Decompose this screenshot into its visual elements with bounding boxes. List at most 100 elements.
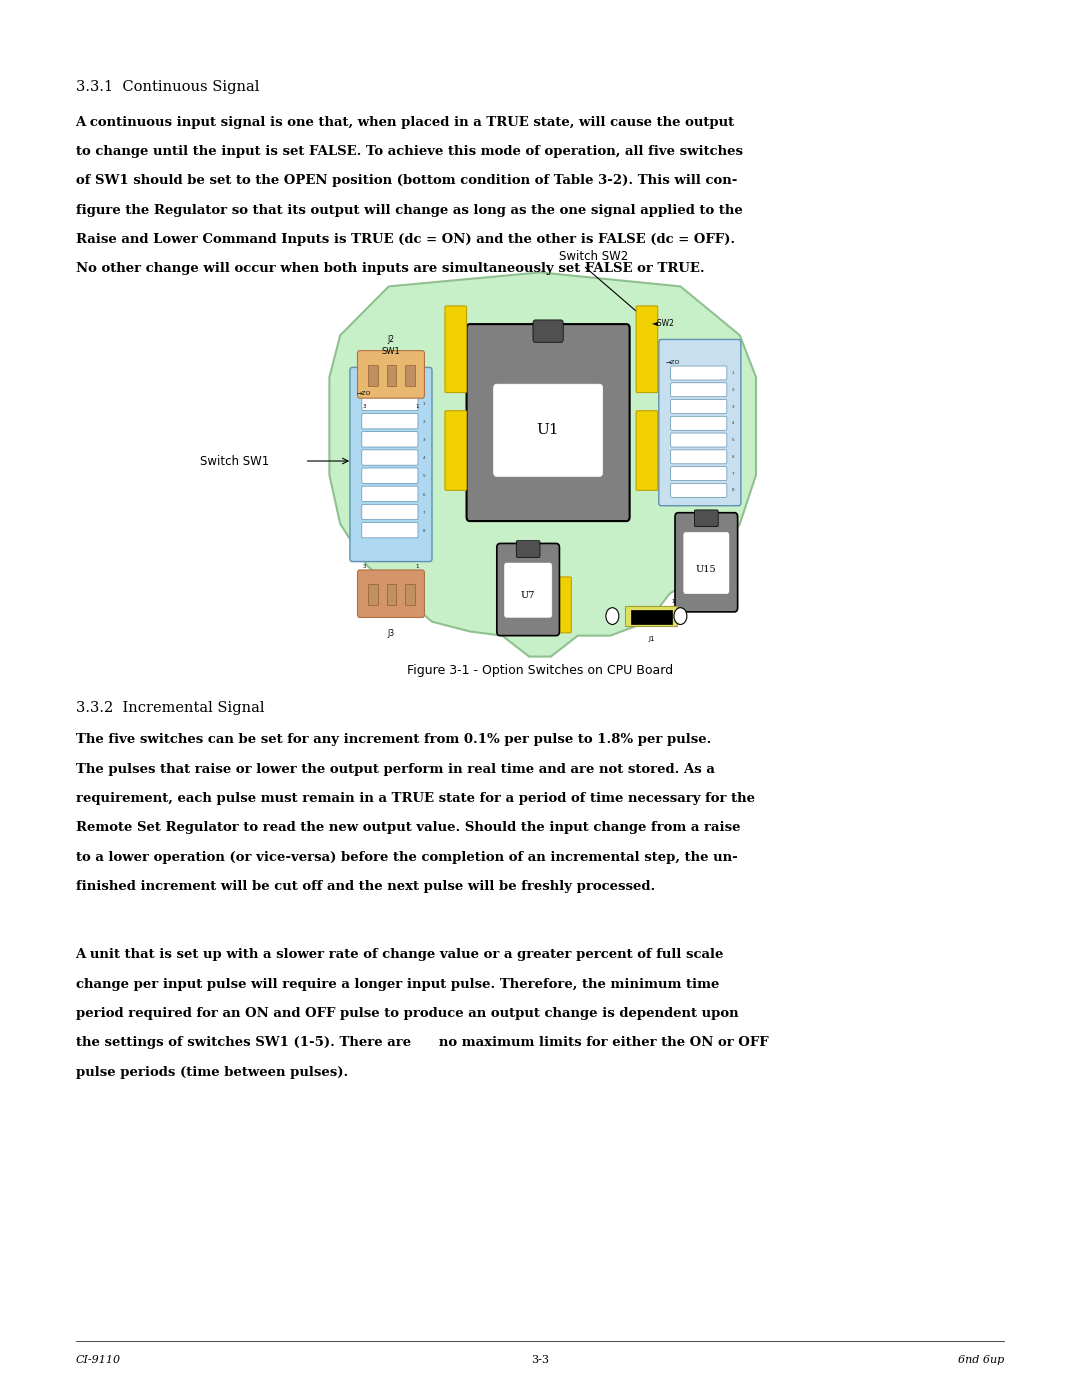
Text: U1: U1 <box>537 422 559 437</box>
FancyBboxPatch shape <box>516 541 540 557</box>
Text: 4: 4 <box>732 422 734 425</box>
Text: 1: 1 <box>732 372 734 374</box>
Text: 1: 1 <box>416 404 419 409</box>
FancyBboxPatch shape <box>504 563 552 617</box>
Text: →ZO: →ZO <box>665 360 679 366</box>
Text: 8: 8 <box>732 489 734 492</box>
FancyBboxPatch shape <box>362 432 418 447</box>
Text: 1: 1 <box>423 402 426 405</box>
Text: 2: 2 <box>732 388 734 391</box>
Text: 2: 2 <box>423 420 426 423</box>
FancyBboxPatch shape <box>357 351 424 398</box>
Bar <box>405 584 415 605</box>
Text: CI-9110: CI-9110 <box>76 1355 121 1365</box>
Bar <box>387 365 396 386</box>
Text: the settings of switches SW1 (1-5). There are      no maximum limits for either : the settings of switches SW1 (1-5). Ther… <box>76 1037 768 1049</box>
FancyBboxPatch shape <box>550 577 571 633</box>
Polygon shape <box>329 272 756 657</box>
Text: 5: 5 <box>732 439 734 441</box>
Text: U7: U7 <box>521 591 536 599</box>
Text: 3: 3 <box>363 404 366 409</box>
Text: change per input pulse will require a longer input pulse. Therefore, the minimum: change per input pulse will require a lo… <box>76 978 719 990</box>
Text: The pulses that raise or lower the output perform in real time and are not store: The pulses that raise or lower the outpu… <box>76 763 715 775</box>
FancyBboxPatch shape <box>362 486 418 502</box>
Text: finished increment will be cut off and the next pulse will be freshly processed.: finished increment will be cut off and t… <box>76 880 654 893</box>
Text: 1: 1 <box>672 598 675 604</box>
FancyBboxPatch shape <box>636 306 658 393</box>
FancyBboxPatch shape <box>671 433 727 447</box>
Bar <box>368 584 378 605</box>
Text: The five switches can be set for any increment from 0.1% per pulse to 1.8% per p: The five switches can be set for any inc… <box>76 733 711 746</box>
Text: J2: J2 <box>388 335 394 344</box>
FancyBboxPatch shape <box>671 366 727 380</box>
FancyBboxPatch shape <box>362 450 418 465</box>
Text: 6nd 6up: 6nd 6up <box>958 1355 1004 1365</box>
FancyBboxPatch shape <box>445 411 467 490</box>
Text: period required for an ON and OFF pulse to produce an output change is dependent: period required for an ON and OFF pulse … <box>76 1007 739 1020</box>
FancyBboxPatch shape <box>671 483 727 497</box>
FancyBboxPatch shape <box>675 513 738 612</box>
Text: requirement, each pulse must remain in a TRUE state for a period of time necessa: requirement, each pulse must remain in a… <box>76 792 755 805</box>
Text: 3.3.2  Incremental Signal: 3.3.2 Incremental Signal <box>76 701 265 715</box>
Text: 7: 7 <box>732 472 734 475</box>
FancyBboxPatch shape <box>350 367 432 562</box>
Text: to change until the input is set FALSE. To achieve this mode of operation, all f: to change until the input is set FALSE. … <box>76 145 743 158</box>
FancyBboxPatch shape <box>497 543 559 636</box>
Text: of SW1 should be set to the OPEN position (bottom condition of Table 3-2). This : of SW1 should be set to the OPEN positio… <box>76 175 737 187</box>
Text: to a lower operation (or vice-versa) before the completion of an incremental ste: to a lower operation (or vice-versa) bef… <box>76 851 738 863</box>
Text: 3: 3 <box>732 405 734 408</box>
FancyBboxPatch shape <box>362 414 418 429</box>
Text: figure the Regulator so that its output will change as long as the one signal ap: figure the Regulator so that its output … <box>76 204 742 217</box>
Text: SW1: SW1 <box>381 348 401 356</box>
Text: A unit that is set up with a slower rate of change value or a greater percent of: A unit that is set up with a slower rate… <box>76 949 724 961</box>
Text: 7: 7 <box>423 511 426 514</box>
Bar <box>368 365 378 386</box>
Text: →ZO: →ZO <box>356 391 370 397</box>
Text: 3.3.1  Continuous Signal: 3.3.1 Continuous Signal <box>76 80 259 94</box>
Bar <box>631 610 672 624</box>
Bar <box>387 584 396 605</box>
Text: J3: J3 <box>388 629 394 637</box>
Text: Switch SW1: Switch SW1 <box>200 454 269 468</box>
FancyBboxPatch shape <box>671 400 727 414</box>
Text: Figure 3-1 - Option Switches on CPU Board: Figure 3-1 - Option Switches on CPU Boar… <box>407 664 673 676</box>
FancyBboxPatch shape <box>532 320 564 342</box>
FancyBboxPatch shape <box>694 510 718 527</box>
Text: 6: 6 <box>732 455 734 458</box>
Text: J1: J1 <box>648 636 654 641</box>
Text: 1: 1 <box>416 563 419 569</box>
Text: 3-3: 3-3 <box>531 1355 549 1365</box>
FancyBboxPatch shape <box>671 450 727 464</box>
Bar <box>625 606 677 626</box>
FancyBboxPatch shape <box>357 570 424 617</box>
FancyBboxPatch shape <box>684 532 729 594</box>
FancyBboxPatch shape <box>671 467 727 481</box>
FancyBboxPatch shape <box>362 468 418 483</box>
Text: A continuous input signal is one that, when placed in a TRUE state, will cause t: A continuous input signal is one that, w… <box>76 116 734 129</box>
FancyBboxPatch shape <box>494 384 603 476</box>
FancyBboxPatch shape <box>671 383 727 397</box>
Text: 4: 4 <box>423 457 426 460</box>
Text: 8: 8 <box>423 529 426 532</box>
Circle shape <box>606 608 619 624</box>
Text: Remote Set Regulator to read the new output value. Should the input change from : Remote Set Regulator to read the new out… <box>76 821 740 834</box>
FancyBboxPatch shape <box>362 522 418 538</box>
FancyBboxPatch shape <box>636 411 658 490</box>
Text: U15: U15 <box>696 564 717 574</box>
FancyBboxPatch shape <box>362 395 418 411</box>
FancyBboxPatch shape <box>362 504 418 520</box>
FancyBboxPatch shape <box>671 416 727 430</box>
FancyBboxPatch shape <box>445 306 467 393</box>
Text: No other change will occur when both inputs are simultaneously set FALSE or TRUE: No other change will occur when both inp… <box>76 263 704 275</box>
Text: ◄SW2: ◄SW2 <box>652 320 675 328</box>
FancyBboxPatch shape <box>467 324 630 521</box>
Circle shape <box>674 608 687 624</box>
Text: 3: 3 <box>363 563 366 569</box>
Bar <box>405 365 415 386</box>
Text: Switch SW2: Switch SW2 <box>559 250 629 263</box>
Text: 6: 6 <box>423 493 426 496</box>
Text: 3: 3 <box>423 439 426 441</box>
FancyBboxPatch shape <box>659 339 741 506</box>
Text: 5: 5 <box>423 475 426 478</box>
Text: pulse periods (time between pulses).: pulse periods (time between pulses). <box>76 1066 348 1078</box>
